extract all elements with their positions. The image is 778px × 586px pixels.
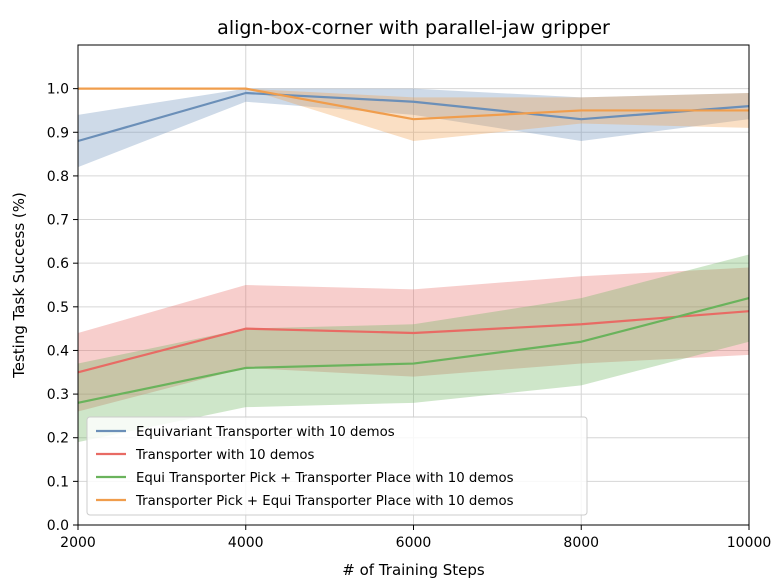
x-tick-label: 10000 [727, 535, 772, 551]
y-tick-label: 0.2 [47, 431, 69, 447]
y-tick-label: 0.3 [47, 387, 69, 403]
axis-ticks: 2000 4000 6000 8000 10000 0.0 0.1 0.2 0.3 0.4 0.5 0… [47, 82, 772, 551]
y-tick-label: 0.1 [47, 474, 69, 490]
y-tick-label: 0.7 [47, 213, 69, 229]
confidence-band-4 [78, 88, 749, 141]
legend-label: Equi Transporter Pick + Transporter Plac… [136, 471, 514, 486]
y-tick-label: 1.0 [47, 82, 69, 98]
legend-label: Transporter Pick + Equi Transporter Plac… [135, 494, 514, 509]
x-tick-label: 4000 [228, 535, 264, 551]
confidence-band-3 [78, 254, 749, 443]
legend: Equivariant Transporter with 10 demos Tra… [86, 416, 588, 516]
x-axis-label: # of Training Steps [342, 561, 485, 579]
legend-label: Equivariant Transporter with 10 demos [136, 425, 395, 440]
confidence-band-1 [78, 88, 749, 168]
x-tick-label: 6000 [396, 535, 432, 551]
confidence-band-2 [78, 267, 749, 412]
chart-title: align-box-corner with parallel-jaw gripp… [217, 17, 610, 39]
legend-label: Transporter with 10 demos [135, 448, 315, 463]
y-axis-label: Testing Task Success (%) [10, 192, 28, 379]
y-tick-label: 0.5 [47, 300, 69, 316]
confidence-bands [78, 88, 749, 443]
y-tick-label: 0.8 [47, 169, 69, 185]
y-tick-label: 0.4 [47, 343, 69, 359]
y-tick-label: 0.0 [47, 518, 69, 534]
series-lines [77, 87, 750, 404]
x-tick-label: 2000 [60, 535, 96, 551]
x-tick-label: 8000 [563, 535, 599, 551]
y-tick-label: 0.6 [47, 256, 69, 272]
y-tick-label: 0.9 [47, 125, 69, 141]
legend-box [86, 416, 588, 516]
